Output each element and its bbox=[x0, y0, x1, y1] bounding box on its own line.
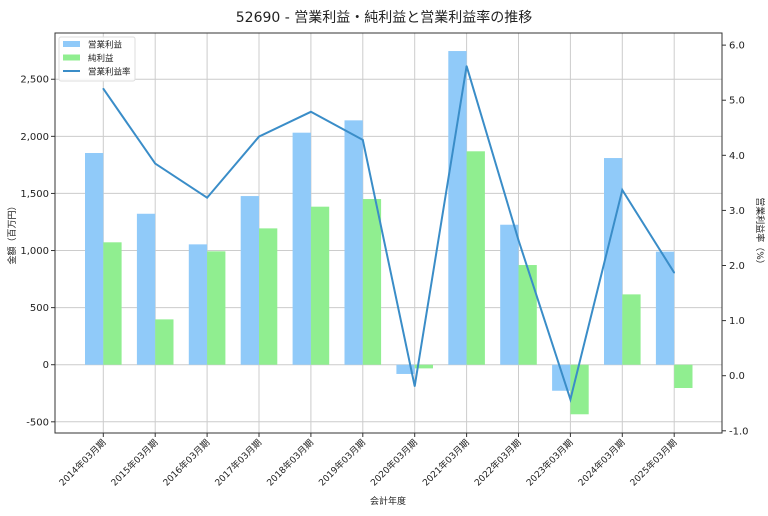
y2-tick-label: 5.0 bbox=[729, 96, 745, 107]
net-profit-bar bbox=[466, 151, 485, 365]
operating-margin-point bbox=[517, 239, 520, 241]
y-tick-label: -500 bbox=[26, 417, 49, 428]
bars bbox=[85, 51, 693, 415]
operating-margin-point bbox=[673, 271, 675, 274]
operating-profit-bar bbox=[292, 132, 311, 365]
y2-tick-label: 2.0 bbox=[729, 261, 745, 272]
operating-margin-point bbox=[621, 189, 624, 191]
x-tick-label: 2015年03月期 bbox=[108, 437, 160, 489]
net-profit-bar bbox=[362, 199, 382, 365]
operating-profit-bar bbox=[655, 251, 675, 365]
legend-label: 営業利益率 bbox=[88, 67, 131, 78]
legend-swatch bbox=[63, 41, 80, 47]
plot-frame bbox=[54, 32, 723, 434]
legend-swatch bbox=[63, 54, 80, 61]
y2-tick-label: 1.0 bbox=[729, 316, 745, 327]
x-tick-label: 2018年03月期 bbox=[264, 437, 316, 489]
operating-margin-point bbox=[465, 65, 468, 67]
operating-profit-bar bbox=[500, 224, 519, 365]
y-tick-label: 2,000 bbox=[20, 132, 49, 143]
y-tick-label: 1,500 bbox=[20, 189, 49, 200]
operating-profit-bar bbox=[448, 51, 467, 365]
x-tick-label: 2024年03月期 bbox=[576, 437, 628, 489]
x-axis: 2014年03月期 2015年03月期 2016年03月期 2017年03月期 2018… bbox=[57, 433, 679, 489]
operating-margin-point bbox=[102, 87, 105, 90]
y2-tick-label: -1.0 bbox=[729, 426, 749, 437]
operating-profit-bar bbox=[604, 158, 623, 365]
x-tick-label: 2023年03月期 bbox=[524, 437, 576, 489]
operating-margin-point bbox=[258, 135, 260, 138]
operating-profit-bar bbox=[344, 120, 363, 365]
y2-tick-label: 3.0 bbox=[729, 206, 745, 217]
y2-tick-label: 6.0 bbox=[729, 41, 745, 52]
y2-tick-label: 4.0 bbox=[729, 151, 745, 162]
net-profit-bar bbox=[103, 242, 122, 365]
operating-profit-bar bbox=[188, 244, 208, 365]
operating-margin-line bbox=[102, 65, 676, 404]
net-profit-bar bbox=[674, 364, 693, 389]
operating-margin-point bbox=[413, 385, 416, 387]
net-profit-bar bbox=[414, 364, 433, 369]
operating-margin-point bbox=[362, 139, 364, 141]
x-tick-label: 2016年03月期 bbox=[160, 437, 212, 489]
y2-tick-label: 0.0 bbox=[729, 371, 745, 382]
operating-profit-bar bbox=[136, 213, 156, 365]
x-tick-label: 2021年03月期 bbox=[420, 437, 472, 489]
y-tick-label: 2,500 bbox=[20, 75, 49, 86]
net-profit-bar bbox=[622, 294, 641, 365]
chart-title: 52690 - 営業利益・純利益と営業利益率の推移 bbox=[236, 9, 533, 26]
net-profit-bar bbox=[518, 265, 537, 365]
operating-profit-bar bbox=[85, 153, 104, 365]
operating-margin-point bbox=[569, 398, 572, 401]
x-tick-label: 2025年03月期 bbox=[627, 437, 679, 489]
line-series bbox=[102, 65, 676, 404]
legend-label: 営業利益 bbox=[88, 40, 123, 51]
x-axis-label: 会計年度 bbox=[370, 495, 406, 507]
net-profit-bar bbox=[155, 319, 174, 365]
net-profit-bar bbox=[259, 228, 278, 365]
operating-margin-point bbox=[154, 162, 156, 165]
operating-profit-bar bbox=[240, 196, 259, 365]
y-axis-label: 金額（百万円） bbox=[6, 201, 18, 264]
x-tick-label: 2019年03月期 bbox=[316, 437, 368, 489]
y-tick-label: 1,000 bbox=[20, 246, 49, 257]
operating-margin-point bbox=[206, 196, 208, 199]
x-tick-label: 2017年03月期 bbox=[212, 437, 264, 489]
operating-profit-bar bbox=[396, 364, 415, 374]
y2-axis-label: 営業利益率（%） bbox=[754, 197, 766, 269]
x-tick-label: 2014年03月期 bbox=[57, 437, 109, 489]
legend-label: 純利益 bbox=[88, 53, 114, 64]
net-profit-bar bbox=[310, 206, 330, 365]
operating-margin-point bbox=[310, 110, 312, 113]
net-profit-bar bbox=[207, 251, 226, 365]
x-tick-label: 2022年03月期 bbox=[472, 437, 524, 489]
y-tick-label: 500 bbox=[30, 303, 49, 314]
x-tick-label: 2020年03月期 bbox=[368, 437, 420, 489]
y-axis-right: -1.0 0.0 1.0 2.0 3.0 4.0 5.0 6.0 bbox=[722, 41, 749, 437]
y-tick-label: 0 bbox=[43, 360, 49, 371]
y-axis-left: -500 0 500 1,000 1,500 2,000 2,500 bbox=[20, 75, 55, 428]
